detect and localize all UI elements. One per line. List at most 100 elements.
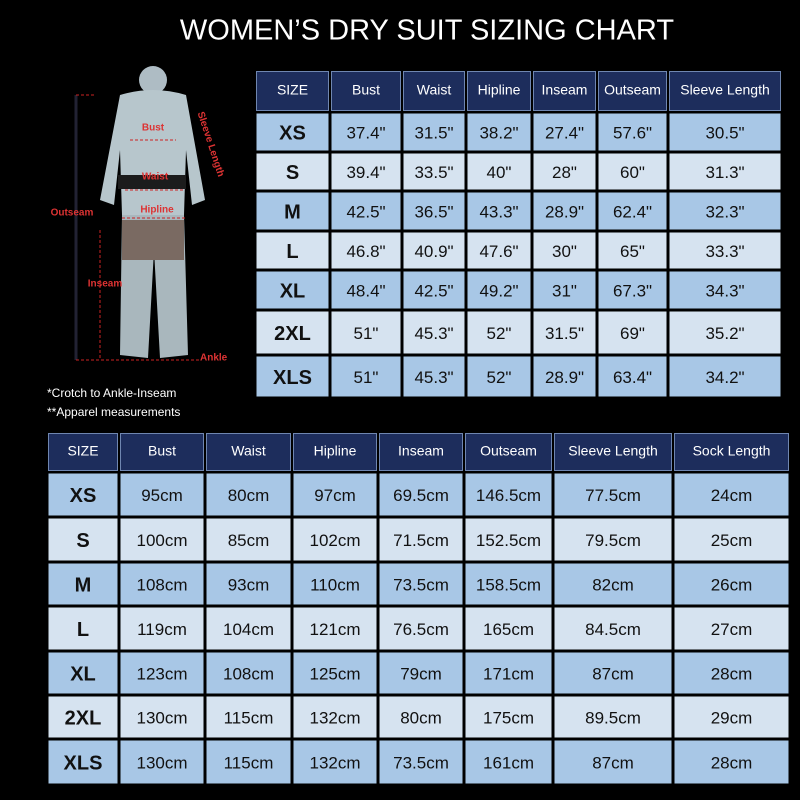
cell-text: 28cm — [711, 664, 753, 683]
cell-text: 24cm — [711, 486, 753, 505]
header-text: SIZE — [277, 82, 308, 98]
cell — [465, 740, 552, 784]
cell — [206, 473, 291, 516]
figure-label: Outseam — [51, 208, 94, 219]
cell-text: 45.3" — [414, 368, 453, 387]
cell — [669, 271, 781, 309]
cell-text: 63.4" — [613, 368, 652, 387]
cell-text: 30.5" — [705, 123, 744, 142]
size-label: L — [77, 619, 89, 641]
cell — [293, 563, 377, 605]
cell-text: 28.9" — [545, 368, 584, 387]
cell-text: 158.5cm — [476, 575, 541, 594]
cell — [533, 356, 596, 397]
header-cell — [48, 433, 118, 471]
cell — [293, 652, 377, 694]
size-label: XS — [70, 485, 97, 507]
cell-text: 132cm — [309, 753, 360, 772]
cell-text: 115cm — [224, 753, 274, 772]
head — [139, 66, 167, 94]
cell — [256, 232, 329, 269]
cell-text: 73.5cm — [393, 753, 449, 772]
cell-text: 27cm — [711, 620, 753, 639]
header-text: Bust — [352, 82, 380, 98]
header-text: Hipline — [478, 82, 521, 98]
cell — [467, 271, 531, 309]
cell — [206, 607, 291, 650]
cell — [120, 518, 204, 561]
cell-text: 65" — [620, 242, 645, 261]
cell-text: 45.3" — [414, 324, 453, 343]
cell — [465, 518, 552, 561]
cell — [669, 232, 781, 269]
title: WOMEN’S DRY SUIT SIZING CHART — [180, 15, 674, 47]
cell — [293, 518, 377, 561]
size-label: 2XL — [65, 707, 102, 729]
header-text: Sleeve Length — [680, 82, 770, 98]
cell-text: 108cm — [223, 664, 274, 683]
cell — [674, 652, 789, 694]
cell — [533, 113, 596, 151]
cell-text: 38.2" — [479, 123, 518, 142]
cell — [206, 518, 291, 561]
cell-text: 60" — [620, 163, 645, 182]
cell — [554, 740, 672, 784]
table-inches: SIZE Bust Waist Hipline Inseam Outseam Sleeve … — [256, 71, 781, 397]
cell — [331, 113, 401, 151]
size-label: XL — [70, 663, 96, 685]
cell — [331, 232, 401, 269]
cell-text: 42.5" — [414, 281, 453, 300]
cell — [331, 356, 401, 397]
header-text: Waist — [231, 443, 266, 459]
cell-text: 123cm — [136, 664, 187, 683]
cell — [379, 740, 463, 784]
cell-text: 43.3" — [479, 202, 518, 221]
cell — [48, 652, 118, 694]
cell — [533, 271, 596, 309]
cell-text: 28cm — [711, 753, 753, 772]
header-cell — [669, 71, 781, 111]
cell — [533, 153, 596, 190]
cell-text: 28" — [552, 163, 577, 182]
cell-text: 161cm — [483, 753, 534, 772]
cell — [206, 563, 291, 605]
cell-text: 80cm — [400, 708, 442, 727]
header-text: Outseam — [480, 443, 537, 459]
cell-text: 51" — [354, 368, 379, 387]
cell-text: 152.5cm — [476, 531, 541, 550]
header-text: Hipline — [314, 443, 357, 459]
cell — [554, 563, 672, 605]
cell — [598, 311, 667, 354]
cell — [256, 192, 329, 230]
header-cell — [465, 433, 552, 471]
size-label: XLS — [273, 367, 312, 389]
cell — [48, 518, 118, 561]
cell-text: 76.5cm — [393, 620, 449, 639]
header-cell — [206, 433, 291, 471]
cell — [533, 232, 596, 269]
size-label: M — [284, 201, 301, 223]
header-cell — [533, 71, 596, 111]
cell-text: 79cm — [400, 664, 442, 683]
cell — [379, 563, 463, 605]
cell-text: 34.2" — [705, 368, 744, 387]
cell — [403, 356, 465, 397]
belt — [118, 175, 186, 189]
cell-text: 82cm — [592, 575, 634, 594]
cell-text: 33.3" — [705, 242, 744, 261]
cell — [669, 153, 781, 190]
cell-text: 25cm — [711, 531, 753, 550]
cell-text: 42.5" — [346, 202, 385, 221]
cell — [48, 740, 118, 784]
cell — [293, 473, 377, 516]
cell-text: 69.5cm — [393, 486, 449, 505]
cell-text: 110cm — [310, 575, 360, 594]
cell — [256, 356, 329, 397]
cell — [120, 740, 204, 784]
cell — [669, 356, 781, 397]
cell — [467, 113, 531, 151]
cell — [465, 696, 552, 738]
cell-text: 37.4" — [346, 123, 385, 142]
cell-text: 130cm — [136, 753, 187, 772]
figure: Bust Waist Hipline Outseam Inseam Ankle … — [51, 66, 228, 364]
